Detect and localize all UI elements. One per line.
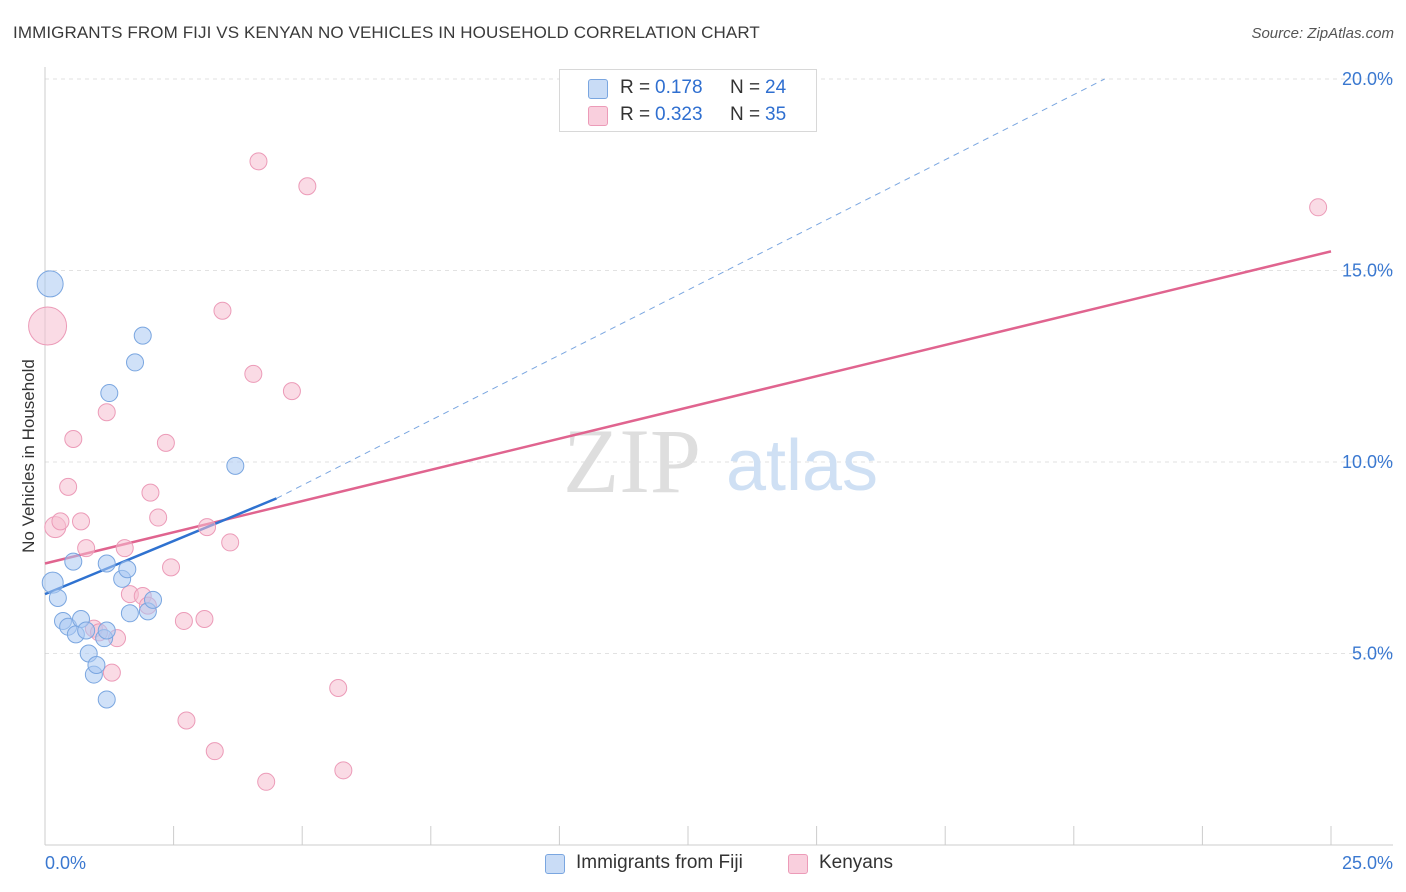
trend-lines: [44, 78, 1332, 596]
kenyans-swatch: [588, 106, 608, 126]
kenyans-point: [28, 306, 68, 346]
kenyans-point: [174, 611, 193, 630]
fiji-point: [64, 552, 83, 571]
source-label: Source: ZipAtlas.com: [1251, 25, 1394, 42]
kenyans-trend-line: [44, 250, 1332, 565]
kenyans-point: [162, 558, 181, 577]
legend-n-value: 24: [765, 77, 787, 98]
kenyans-point: [97, 403, 116, 422]
kenyans-point: [149, 508, 168, 527]
kenyans-point: [141, 483, 160, 502]
fiji-point: [97, 554, 116, 573]
kenyans-point: [213, 301, 232, 320]
bottom-legend-kenyans-label: Kenyans: [819, 852, 893, 873]
y-tick-label: 20.0%: [1342, 69, 1393, 89]
fiji-point: [87, 655, 106, 674]
legend: R = 0.178 N = 24 R = 0.323 N = 35: [559, 69, 817, 132]
fiji-point: [126, 353, 145, 372]
axes: [44, 67, 1393, 846]
kenyans-point: [59, 477, 78, 496]
fiji-point: [100, 384, 119, 403]
legend-n-label: N =: [730, 104, 761, 125]
kenyans-point: [334, 761, 353, 780]
fiji-point: [97, 690, 116, 709]
kenyans-point: [177, 711, 196, 730]
y-tick-label: 5.0%: [1352, 644, 1393, 664]
kenyans-point: [249, 152, 268, 171]
legend-r-value: 0.178: [655, 77, 703, 98]
gridlines: [45, 78, 1393, 654]
kenyans-point: [198, 518, 217, 537]
fiji-point: [144, 590, 163, 609]
kenyans-point: [244, 364, 263, 383]
y-tick-label: 15.0%: [1342, 261, 1393, 281]
bottom-legend-fiji-label: Immigrants from Fiji: [576, 852, 743, 873]
x-tick-label: 0.0%: [45, 853, 86, 873]
fiji-point: [133, 326, 152, 345]
fiji-point: [77, 621, 96, 640]
fiji-point: [97, 621, 116, 640]
tick-labels: 5.0% 10.0% 15.0% 20.0% 0.0% 25.0%: [45, 69, 1393, 873]
kenyans-swatch: [788, 854, 808, 874]
kenyans-point: [156, 433, 175, 452]
data-points: [28, 152, 1328, 791]
fiji-point: [226, 456, 245, 475]
kenyans-point: [102, 663, 121, 682]
kenyans-point: [257, 772, 276, 791]
x-tick-label: 25.0%: [1342, 853, 1393, 873]
legend-n-value: 35: [765, 104, 787, 125]
kenyans-point: [329, 678, 348, 697]
kenyans-point: [195, 610, 214, 629]
fiji-trend-extension: [276, 78, 1105, 499]
fiji-swatch: [545, 854, 565, 874]
kenyans-point: [64, 430, 83, 449]
kenyans-point: [1309, 198, 1328, 217]
kenyans-point: [77, 539, 96, 558]
fiji-point: [48, 588, 67, 607]
legend-r-value: 0.323: [655, 104, 703, 125]
watermark-zip: ZIP: [563, 410, 701, 512]
fiji-point: [118, 560, 137, 579]
fiji-point: [120, 604, 139, 623]
legend-n-label: N =: [730, 77, 761, 98]
fiji-trend-line: [44, 497, 277, 596]
kenyans-point: [72, 512, 91, 531]
fiji-point: [36, 270, 64, 298]
kenyans-point: [115, 539, 134, 558]
kenyans-point: [282, 382, 301, 401]
y-tick-label: 10.0%: [1342, 452, 1393, 472]
kenyans-point: [298, 177, 317, 196]
kenyans-point: [205, 742, 224, 761]
chart-title: IMMIGRANTS FROM FIJI VS KENYAN NO VEHICL…: [13, 23, 760, 42]
y-axis-label: No Vehicles in Household: [19, 359, 38, 553]
fiji-swatch: [588, 79, 608, 99]
kenyans-point: [221, 533, 240, 552]
kenyans-point: [51, 512, 70, 531]
legend-r-label: R =: [620, 104, 651, 125]
legend-r-label: R =: [620, 77, 651, 98]
watermark-atlas: atlas: [726, 426, 878, 506]
